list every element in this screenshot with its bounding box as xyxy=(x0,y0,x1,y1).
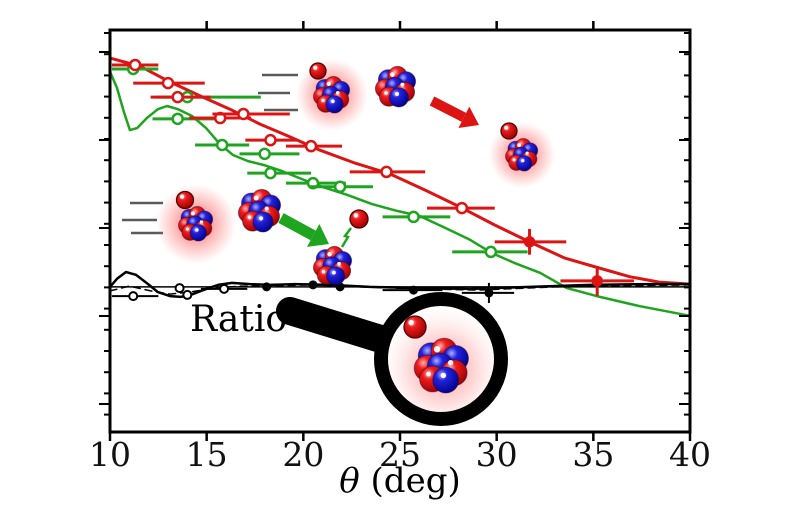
knockout-channel-illustration xyxy=(278,209,369,286)
x-tick-label: 15 xyxy=(186,435,228,474)
red-data-point xyxy=(455,201,469,215)
red-data-point xyxy=(523,236,536,248)
proton-ball xyxy=(309,62,327,80)
x-tick-label: 40 xyxy=(669,435,711,474)
plot-content xyxy=(108,56,692,426)
magnifier-glass-content xyxy=(388,307,494,412)
ratio-curve-label: Ratio xyxy=(190,299,288,340)
magnifier-handle xyxy=(276,297,398,354)
x-tick-label: 35 xyxy=(572,435,614,474)
axes: 10 15 20 25 30 35 40 xyxy=(89,21,711,474)
x-tick-label: 10 xyxy=(89,435,131,474)
green-data-point xyxy=(407,210,420,224)
incoming-halo-nucleus-illustration xyxy=(122,184,282,264)
ratio-data-point xyxy=(308,280,318,290)
elastic-channel-illustration xyxy=(258,59,555,188)
ratio-data-point xyxy=(262,282,272,292)
green-data-point xyxy=(264,166,277,180)
red-data-point xyxy=(380,165,393,179)
red-data xyxy=(111,58,634,296)
deg-unit-label: (deg) xyxy=(359,461,461,501)
lightning-icon xyxy=(340,227,352,248)
x-axis-label: θ (deg) xyxy=(0,461,800,501)
ratio-data-point xyxy=(174,283,185,294)
red-data-point xyxy=(237,107,250,121)
green-data-point xyxy=(171,112,184,126)
green-data-point xyxy=(258,147,271,161)
x-tick-label: 30 xyxy=(476,435,518,474)
green-data-point xyxy=(215,138,229,152)
ratio-data-point xyxy=(182,289,193,300)
x-tick-label: 25 xyxy=(379,435,421,474)
proton-ball xyxy=(349,209,369,229)
ratio-theory-curve xyxy=(108,270,692,299)
green-theory-curve xyxy=(108,70,692,318)
ratio-data-point xyxy=(128,291,139,302)
red-data-point xyxy=(171,90,184,104)
magnifier-illustration xyxy=(276,292,508,426)
green-data-point xyxy=(484,245,498,259)
ratio-data xyxy=(111,280,515,303)
ratio-data-point xyxy=(219,283,230,294)
green-arrow xyxy=(278,213,329,247)
green-data-point xyxy=(333,180,347,194)
x-tick-label: 20 xyxy=(282,435,324,474)
red-arrow xyxy=(429,96,479,128)
red-data-point xyxy=(128,58,142,72)
red-data-point xyxy=(264,133,277,147)
proton-ball xyxy=(403,315,427,339)
red-data-point xyxy=(304,139,318,153)
red-data-point xyxy=(161,76,175,90)
proton-ball xyxy=(500,122,518,140)
red-data-point xyxy=(591,275,603,287)
proton-ball xyxy=(175,190,195,210)
ratio-data-point xyxy=(409,285,419,295)
theta-symbol: θ xyxy=(339,461,360,501)
ratio-data-point xyxy=(484,288,494,298)
